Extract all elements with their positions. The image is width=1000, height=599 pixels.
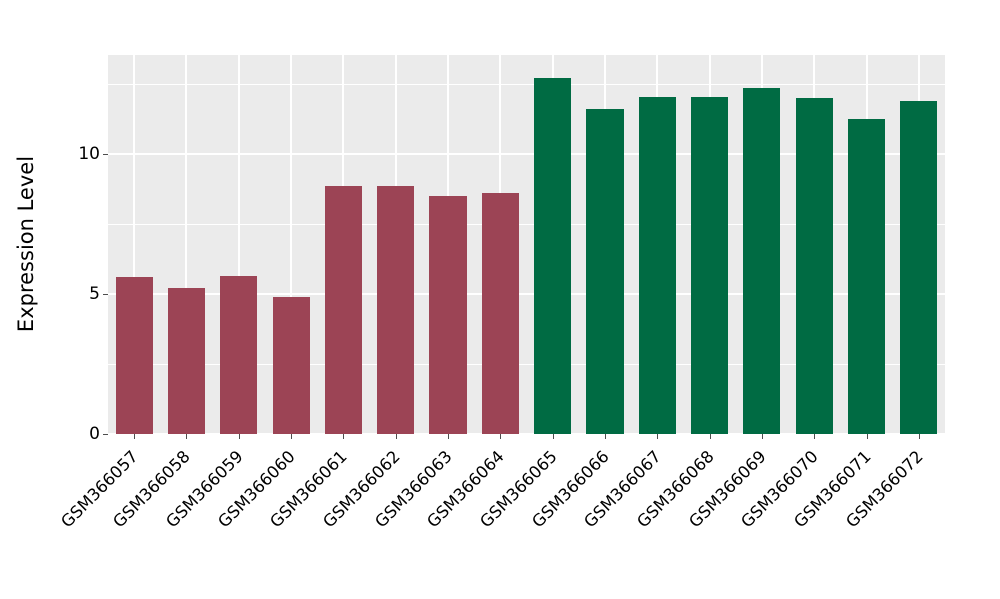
x-axis-tick-mark	[552, 434, 554, 439]
x-gridline-major	[185, 55, 188, 434]
bar	[167, 288, 206, 434]
bar	[847, 119, 886, 434]
y-axis-tick-label: 0	[89, 424, 100, 444]
bar	[743, 88, 781, 434]
x-axis-tick-mark	[291, 434, 293, 439]
bar	[272, 296, 310, 434]
y-gridline-major	[108, 153, 945, 155]
y-gridline-major	[108, 293, 945, 295]
bar	[900, 100, 938, 434]
y-gridline-minor	[108, 364, 945, 365]
bar	[324, 186, 362, 434]
x-axis-tick-mark	[343, 434, 345, 439]
bar	[586, 109, 624, 434]
y-axis-tick-mark	[103, 294, 108, 295]
bar	[220, 275, 258, 434]
bar	[795, 98, 833, 434]
x-axis-tick-mark	[604, 434, 606, 439]
x-axis-tick-mark	[238, 434, 240, 439]
x-gridline-major	[237, 55, 240, 434]
x-axis-tick-mark	[814, 434, 816, 439]
y-gridline-minor	[108, 224, 945, 225]
x-axis-tick-mark	[918, 434, 920, 439]
bar	[691, 96, 729, 434]
x-axis-tick-mark	[448, 434, 450, 439]
x-gridline-major	[290, 55, 293, 434]
bar	[115, 277, 153, 434]
y-axis-tick-mark	[103, 154, 108, 155]
y-axis-tick-labels: 0 5 10	[64, 0, 100, 580]
x-axis-tick-mark	[500, 434, 502, 439]
x-axis-tick-mark	[709, 434, 711, 439]
x-axis-tick-mark	[657, 434, 659, 439]
bar	[377, 186, 415, 434]
x-axis-tick-mark	[134, 434, 136, 439]
x-axis-tick-mark	[395, 434, 397, 439]
bar	[481, 193, 519, 434]
x-axis-tick-mark	[186, 434, 188, 439]
x-axis-tick-mark	[866, 434, 868, 439]
y-axis-tick-label: 10	[78, 144, 100, 164]
y-gridline-minor	[108, 84, 945, 85]
y-axis-tick-mark	[103, 434, 108, 435]
y-axis-title: Expression Level	[0, 0, 52, 580]
y-gridline-major	[108, 433, 945, 434]
bar	[534, 78, 572, 434]
plot-panel	[108, 55, 945, 434]
y-axis-tick-label: 5	[89, 284, 100, 304]
bar	[638, 96, 676, 434]
y-axis-title-text: Expression Level	[14, 155, 38, 333]
bar	[429, 196, 467, 434]
x-gridline-major	[133, 55, 136, 434]
x-axis-tick-mark	[761, 434, 763, 439]
bar-chart: Expression Level 0 5 10 GSM366057 GSM366058…	[0, 0, 945, 580]
